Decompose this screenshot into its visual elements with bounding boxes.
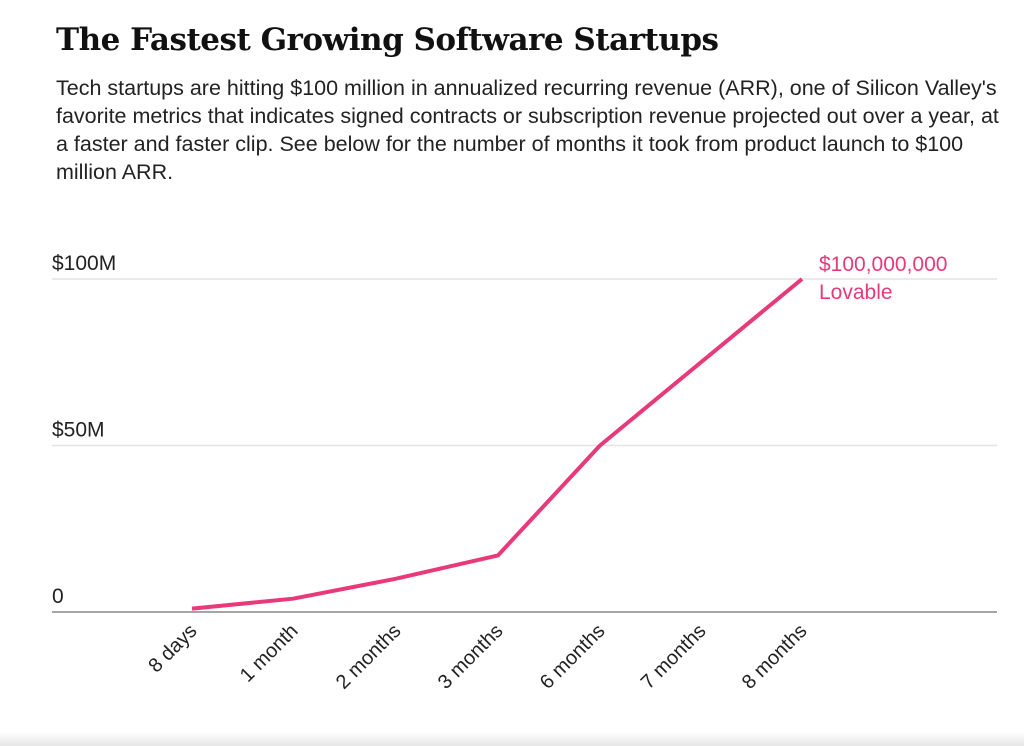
bottom-edge: [0, 732, 1024, 746]
x-tick-label: 8 months: [738, 620, 812, 694]
y-tick-label: $50M: [52, 419, 105, 442]
chart-subtitle: Tech startups are hitting $100 million i…: [56, 76, 999, 184]
annotation-label: Lovable: [819, 281, 893, 304]
x-tick-label: 7 months: [637, 620, 711, 694]
x-tick-label: 1 month: [236, 620, 303, 687]
x-tick-label: 8 days: [144, 620, 201, 677]
x-tick-label: 2 months: [332, 620, 406, 694]
chart-title: The Fastest Growing Software Startups: [56, 22, 719, 58]
y-tick-label: 0: [52, 585, 64, 608]
x-tick-label: 6 months: [536, 620, 610, 694]
data-line: [191, 277, 804, 611]
x-tick-label: 3 months: [434, 620, 508, 694]
annotation-value: $100,000,000: [819, 253, 947, 276]
y-tick-label: $100M: [52, 252, 116, 275]
